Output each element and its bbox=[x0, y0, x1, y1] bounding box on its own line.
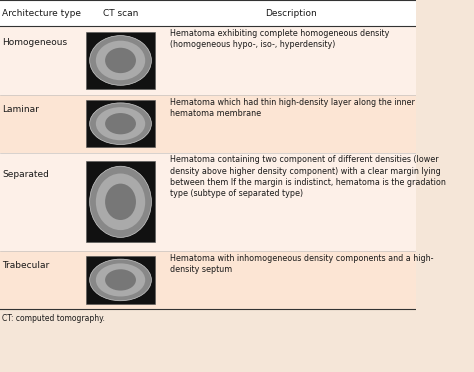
Text: CT scan: CT scan bbox=[103, 9, 138, 17]
Text: Hematoma containing two component of different densities (lower
density above hi: Hematoma containing two component of dif… bbox=[170, 155, 446, 198]
Bar bbox=[0, 26, 416, 95]
Bar bbox=[0, 0, 416, 26]
Text: CT: computed tomography.: CT: computed tomography. bbox=[2, 314, 105, 323]
Bar bbox=[86, 256, 155, 304]
Ellipse shape bbox=[96, 41, 145, 80]
Text: Separated: Separated bbox=[2, 170, 49, 179]
Text: Trabecular: Trabecular bbox=[2, 262, 49, 270]
Text: Hematoma which had thin high-density layer along the inner
hematoma membrane: Hematoma which had thin high-density lay… bbox=[170, 98, 414, 118]
Text: Homogeneous: Homogeneous bbox=[2, 38, 67, 47]
Bar bbox=[86, 100, 155, 147]
Bar bbox=[0, 153, 416, 251]
Text: Hematoma with inhomogeneous density components and a high-
density septum: Hematoma with inhomogeneous density comp… bbox=[170, 254, 433, 274]
Text: Description: Description bbox=[265, 9, 317, 17]
Text: Laminar: Laminar bbox=[2, 105, 39, 114]
Bar bbox=[86, 161, 155, 242]
Ellipse shape bbox=[96, 107, 145, 140]
Ellipse shape bbox=[90, 166, 151, 237]
Bar bbox=[0, 251, 416, 309]
Ellipse shape bbox=[90, 103, 151, 144]
Ellipse shape bbox=[96, 263, 145, 296]
Bar bbox=[86, 32, 155, 89]
Ellipse shape bbox=[105, 184, 136, 220]
Ellipse shape bbox=[105, 269, 136, 291]
Ellipse shape bbox=[90, 259, 151, 301]
Ellipse shape bbox=[105, 113, 136, 134]
Ellipse shape bbox=[105, 48, 136, 73]
Text: Hematoma exhibiting complete homogeneous density
(homogeneous hypo-, iso-, hyper: Hematoma exhibiting complete homogeneous… bbox=[170, 29, 389, 49]
Bar bbox=[0, 95, 416, 153]
Ellipse shape bbox=[96, 173, 145, 230]
Ellipse shape bbox=[90, 36, 151, 85]
Text: Architecture type: Architecture type bbox=[2, 9, 81, 17]
